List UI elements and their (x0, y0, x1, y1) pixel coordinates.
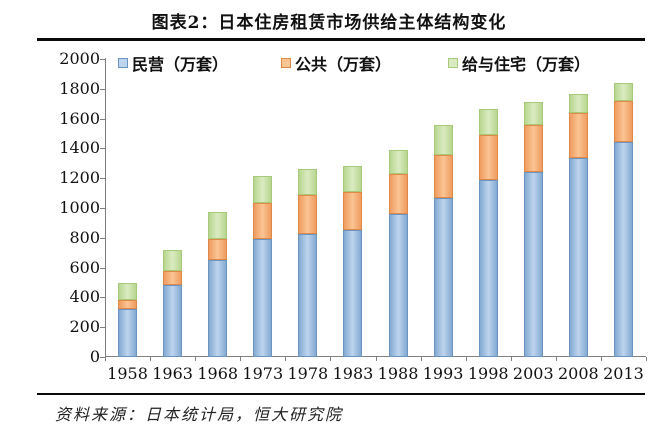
bar-segment-1993 (433, 198, 453, 357)
bar-segment-1973 (253, 202, 273, 239)
y-tick-mark (100, 297, 105, 299)
legend-label: 给与住宅（万套） (462, 55, 591, 74)
bar-segment-1978 (298, 195, 318, 235)
bar-segment-1988 (388, 174, 408, 214)
x-tick-label: 1988 (377, 364, 419, 383)
x-tick-mark (465, 357, 467, 361)
y-tick-mark (100, 178, 105, 180)
x-tick-label: 1998 (467, 364, 509, 383)
x-tick-label: 1983 (332, 364, 374, 383)
legend-swatch-icon (118, 58, 128, 68)
y-tick-label: 2000 (59, 49, 100, 68)
legend-swatch-icon (448, 58, 458, 68)
bar-segment-2008 (568, 113, 588, 159)
y-tick-mark (100, 327, 105, 329)
bar-segment-1998 (478, 108, 498, 135)
y-tick-label: 800 (69, 227, 100, 247)
bar-segment-1993 (433, 125, 453, 156)
legend-label: 公共（万套） (295, 55, 392, 74)
x-tick-mark (420, 357, 422, 361)
x-tick-mark (330, 357, 332, 361)
bar-segment-1983 (343, 191, 363, 230)
y-tick-mark (100, 267, 105, 269)
bar-segment-1968 (208, 260, 228, 357)
x-tick-label: 1993 (422, 364, 464, 383)
y-tick-mark (100, 148, 105, 150)
legend-entry: 民营（万套） (118, 51, 228, 75)
bar-segment-2003 (523, 124, 543, 172)
x-tick-mark (646, 357, 647, 361)
y-tick-label: 0 (89, 347, 100, 366)
bar-segment-1978 (298, 169, 318, 196)
y-tick-label: 400 (69, 287, 100, 307)
x-tick-mark (375, 357, 377, 361)
bar-segment-1963 (163, 271, 183, 285)
bar-segment-1998 (478, 179, 498, 357)
x-tick-mark (195, 357, 197, 361)
y-tick-label: 1600 (59, 108, 100, 128)
x-tick-mark (150, 357, 152, 361)
bar-segment-1998 (478, 135, 498, 180)
y-tick-mark (100, 237, 105, 239)
bar-segment-1963 (163, 250, 183, 272)
bar-segment-1958 (118, 309, 138, 357)
x-tick-label: 2013 (603, 364, 644, 383)
x-tick-label: 1973 (242, 364, 284, 383)
bar-segment-2013 (613, 141, 633, 357)
bar-segment-1988 (388, 149, 408, 175)
y-tick-mark (100, 357, 105, 358)
bar-segment-1968 (208, 238, 228, 261)
legend-entry: 给与住宅（万套） (448, 51, 590, 75)
y-tick-label: 1800 (59, 78, 100, 98)
y-tick-mark (100, 59, 105, 60)
x-tick-mark (600, 357, 602, 361)
x-tick-mark (105, 357, 106, 361)
y-tick-label: 600 (69, 257, 100, 277)
chart-title: 图表2：日本住房租赁市场供给主体结构变化 (151, 13, 507, 33)
bar-segment-2013 (613, 82, 633, 101)
top-divider (37, 38, 645, 41)
bar-segment-2003 (523, 102, 543, 125)
legend-label: 民营（万套） (132, 55, 229, 74)
y-tick-mark (100, 208, 105, 209)
x-tick-label: 1978 (287, 364, 329, 383)
bar-segment-1963 (163, 284, 183, 357)
bar-segment-1968 (208, 212, 228, 239)
x-tick-mark (510, 357, 512, 361)
bar-segment-1983 (343, 165, 363, 192)
bar-segment-1958 (118, 282, 138, 300)
bar-segment-1988 (388, 213, 408, 357)
bar-segment-2013 (613, 100, 633, 142)
bar-segment-2008 (568, 94, 588, 114)
y-tick-mark (100, 88, 105, 90)
x-tick-mark (240, 357, 242, 361)
bar-segment-2008 (568, 158, 588, 357)
bar-segment-1978 (298, 234, 318, 357)
bar-segment-1983 (343, 229, 363, 357)
x-tick-label: 2003 (512, 364, 554, 383)
x-tick-label: 2008 (558, 364, 599, 383)
bottom-divider (37, 393, 645, 395)
y-tick-mark (100, 118, 105, 120)
x-tick-label: 1968 (197, 364, 239, 383)
x-tick-label: 1963 (152, 364, 193, 383)
y-tick-label: 1400 (59, 138, 100, 158)
bar-segment-1958 (118, 299, 138, 310)
x-tick-mark (555, 357, 557, 361)
y-tick-label: 1000 (59, 198, 100, 217)
x-tick-label: 1958 (107, 364, 148, 383)
bar-segment-1973 (253, 175, 273, 203)
legend-swatch-icon (281, 58, 291, 68)
bar-segment-1993 (433, 155, 453, 199)
source-note: 资料来源：日本统计局，恒大研究院 (55, 405, 344, 424)
legend-entry: 公共（万套） (281, 51, 391, 75)
x-axis-line (105, 356, 646, 357)
y-axis-line (105, 58, 106, 357)
y-tick-label: 1200 (59, 168, 100, 188)
y-tick-label: 200 (69, 317, 100, 337)
bar-segment-1973 (253, 238, 273, 357)
x-tick-mark (285, 357, 287, 361)
bar-segment-2003 (523, 171, 543, 357)
